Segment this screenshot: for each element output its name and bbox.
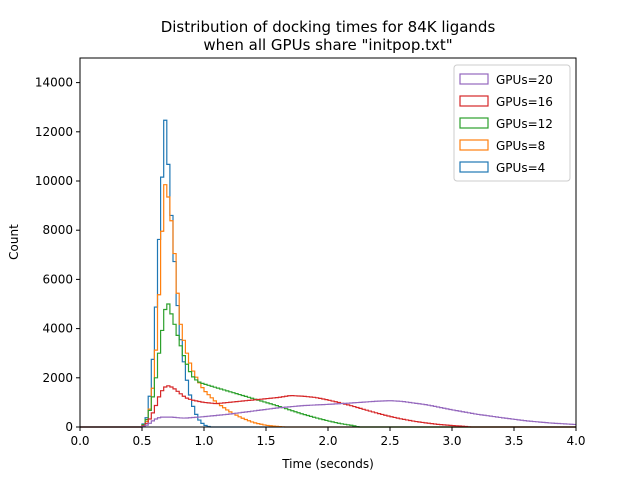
x-tick-label: 3.0 xyxy=(442,434,461,448)
x-tick-label: 0.5 xyxy=(132,434,151,448)
y-axis-label: Count xyxy=(7,224,21,260)
legend-label: GPUs=16 xyxy=(496,95,553,109)
x-tick-label: 2.5 xyxy=(380,434,399,448)
x-tick-label: 4.0 xyxy=(566,434,585,448)
y-tick-label: 0 xyxy=(65,420,73,434)
legend-label: GPUs=12 xyxy=(496,117,553,131)
y-tick-label: 6000 xyxy=(42,272,73,286)
x-tick-label: 0.0 xyxy=(70,434,89,448)
x-tick-label: 2.0 xyxy=(318,434,337,448)
x-axis-label: Time (seconds) xyxy=(281,457,374,471)
legend-box xyxy=(453,64,571,182)
legend-swatch xyxy=(459,95,489,107)
x-tick-label: 1.5 xyxy=(256,434,275,448)
y-tick-label: 2000 xyxy=(42,371,73,385)
legend-swatch xyxy=(459,139,489,151)
legend-swatch xyxy=(459,161,489,173)
y-tick-label: 14000 xyxy=(35,76,73,90)
x-tick-label: 3.5 xyxy=(504,434,523,448)
legend: GPUs=20 GPUs=16 GPUs=12 GPUs=8 GPUs=4 xyxy=(453,64,571,182)
legend-swatch xyxy=(459,117,489,129)
x-axis: 0.0 0.5 1.0 1.5 2.0 2.5 3.0 3.5 4.0 xyxy=(70,427,586,448)
series-line-gpus-20 xyxy=(80,400,576,428)
legend-label: GPUs=20 xyxy=(496,73,553,87)
legend-swatch xyxy=(459,73,489,85)
x-tick-label: 1.0 xyxy=(194,434,213,448)
y-tick-label: 4000 xyxy=(42,322,73,336)
chart-subtitle: when all GPUs share "initpop.txt" xyxy=(203,36,452,54)
y-tick-label: 12000 xyxy=(35,125,73,139)
y-axis: 0 2000 4000 6000 8000 10000 12000 14000 xyxy=(35,76,80,434)
legend-label: GPUs=4 xyxy=(496,161,545,175)
legend-label: GPUs=8 xyxy=(496,139,545,153)
y-tick-label: 10000 xyxy=(35,174,73,188)
series-line-gpus-16 xyxy=(80,385,576,428)
y-tick-label: 8000 xyxy=(42,223,73,237)
chart-title: Distribution of docking times for 84K li… xyxy=(161,18,496,36)
